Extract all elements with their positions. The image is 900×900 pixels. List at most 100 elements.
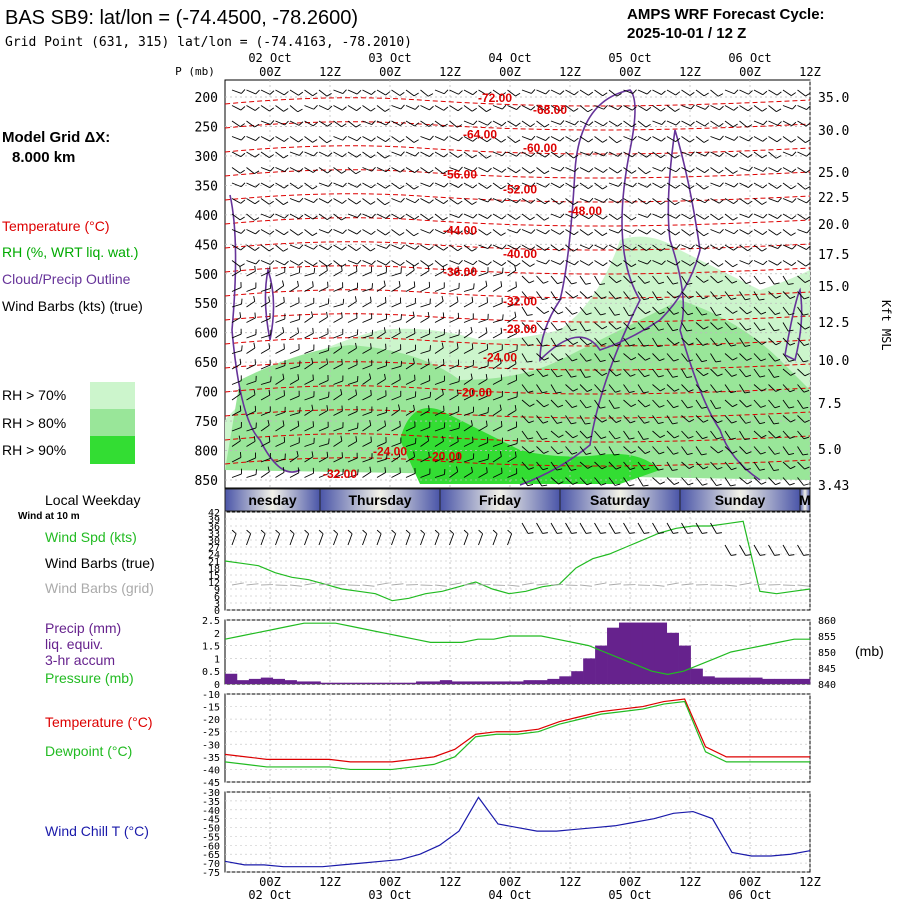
temperature-contour [224,385,811,395]
wind-barb [318,182,333,187]
bottom-hour-tick: 00Z [499,875,521,889]
wind-barb [391,89,405,96]
wind-barb [289,120,304,126]
wind-barb [739,105,753,112]
precip-y-tick: 1.5 [202,642,220,653]
weekday-label: Friday [479,492,521,508]
wind-barb [449,389,459,401]
wind-barb [260,136,275,142]
wind-barb [739,477,753,485]
wind-barb [434,295,444,308]
wind-barb [695,446,707,456]
wind-barb [420,135,434,141]
wind-barb [536,477,548,487]
wind-barb [492,344,503,354]
wind-barb [260,244,274,252]
wind-barb [507,404,517,416]
wind-barb [753,151,767,159]
wind-barb [478,407,489,416]
wind-barb [608,213,622,220]
wind-barb [246,136,260,141]
wind-barb [768,322,780,332]
wind-barb [449,436,459,447]
wind-barb [681,260,695,266]
wind-barb [347,89,362,95]
wind-barb [420,391,432,401]
wind-barb [782,461,796,470]
wind-barb [579,446,592,455]
wind-barb [710,105,724,111]
wind-barb [347,342,357,354]
wind-barb [536,229,550,235]
wind-barb [246,167,260,175]
wind-barb [521,275,535,284]
temperature-y-tick: -35 [202,753,220,764]
wind-barb [434,167,448,174]
wind-barb [362,329,374,339]
wind-barb [536,136,550,141]
wind-barb [347,259,362,265]
wind-barb [782,337,796,346]
wind-barb [362,151,376,159]
wind-barb [304,344,315,354]
wind-barb [304,260,318,267]
wind-barb [666,430,680,439]
wind-barb [666,461,678,471]
model-grid-value: 8.000 km [12,149,75,166]
wind-barb [318,345,330,354]
wind-barb [347,120,361,128]
temperature-contour [224,313,811,323]
wind-barb [623,291,635,300]
wind-barb [347,244,361,251]
wind-barb [623,322,636,331]
wind-barb [478,105,492,113]
wind-barb [260,296,271,308]
wind-barb [275,260,289,266]
wind-barb [550,368,563,378]
wind-chill-y-tick: -45 [202,815,220,826]
wind-barb [652,384,666,392]
surface-wind-barb [797,544,809,556]
wind-barb [391,404,401,416]
wind-barb [289,467,300,478]
wind-barb [391,260,405,266]
wind-barb [739,182,753,188]
wind-barb [405,281,416,292]
wind-barb [797,415,810,423]
wind-barb [681,229,695,236]
temperature-frame [224,693,811,783]
wind-barb [666,446,679,455]
wind-barb [623,105,637,111]
bottom-date-tick: 06 Oct [728,888,771,900]
wind-barb [492,281,503,292]
pressure-tick: 650 [195,356,218,371]
wind-barb [434,405,445,416]
wind-barb [318,298,330,308]
wind-barb [391,120,405,126]
wind-barb [521,291,534,300]
wind-barb [405,151,420,157]
bottom-date-tick: 04 Oct [488,888,531,900]
wind-barb [405,244,420,250]
wind-barb [579,151,594,156]
wind-barb [594,461,607,470]
wind-barb [710,477,722,487]
wind-barb [492,229,506,236]
wind-barb [376,182,391,189]
wind-barb [695,291,709,300]
wind-barb [275,436,286,447]
wind-barb [739,213,753,219]
wind-barb [695,198,710,204]
wind-barb [768,244,782,250]
wind-barb [637,213,652,218]
wind-barb [681,337,694,346]
precip-bar [750,677,763,684]
rh70-label: RH > 70% [2,387,66,403]
surface-wind-barb [304,529,310,546]
wind-barb [652,151,666,159]
wind-barb [275,466,285,478]
wind-barb [405,374,416,385]
grid-point-subtitle: Grid Point (631, 315) lat/lon = (-74.416… [5,35,412,50]
wind-barb [260,182,275,189]
wind-barb [463,260,478,266]
